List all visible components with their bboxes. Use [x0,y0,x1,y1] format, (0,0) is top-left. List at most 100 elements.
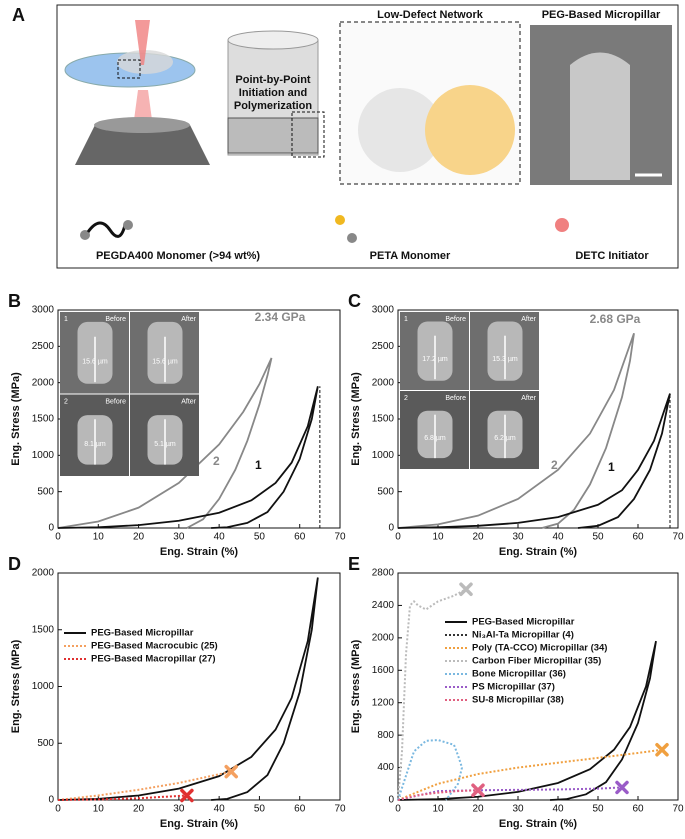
x-tick-label: 30 [173,804,185,815]
x-tick-label: 60 [294,532,306,543]
region [425,85,515,175]
inset-index: 1 [64,316,68,323]
panel-label: D [8,554,21,574]
curve [57,577,319,801]
y-tick-label: 0 [388,795,394,806]
panel-frame [56,4,679,269]
x-tick-label: 50 [592,532,604,543]
x-tick-label: 10 [432,532,444,543]
x-tick-label: 60 [294,804,306,815]
x-tick-label: 70 [334,804,346,815]
region [358,88,442,172]
x-axis-label: Eng. Strain (%) [499,818,578,830]
end-marker [224,764,238,779]
y-tick-label: 800 [377,730,394,741]
plot-frame [57,572,341,801]
x-tick-label: 0 [55,532,61,543]
schematic [64,20,672,243]
y-tick-label: 0 [48,795,54,806]
x-tick-label: 50 [254,532,266,543]
end-marker [615,780,629,795]
x-tick-label: 10 [93,804,105,815]
end-marker [655,742,669,757]
droplet [117,50,173,74]
x-tick-label: 30 [512,532,524,543]
y-axis-label: Eng. Stress (MPa) [350,639,362,733]
y-tick-label: 1000 [32,681,55,692]
x-tick-label: 10 [432,804,444,815]
x-axis-label: Eng. Strain (%) [160,546,239,558]
inset-before: Before [105,316,126,323]
panel-label: B [8,291,21,311]
y-tick-label: 2000 [32,568,55,579]
y-tick-label: 1000 [372,450,395,461]
curve [397,588,467,801]
x-tick-label: 70 [672,804,684,815]
plot-frame [397,572,679,801]
curve-label: 1 [255,458,262,472]
peak-label: 2.68 GPa [590,312,641,326]
inset-before: Before [105,398,126,405]
icon [86,221,127,238]
icon [555,218,569,232]
x-tick-label: 0 [395,804,401,815]
y-tick-label: 500 [37,738,54,749]
y-axis-label: Eng. Stress (MPa) [10,372,22,466]
x-tick-label: 30 [173,532,185,543]
inset-index: 2 [404,395,408,402]
end-marker [471,783,485,798]
panel-label: E [348,554,360,574]
x-tick-label: 50 [254,804,266,815]
step-label: Initiation and [239,87,307,99]
x-tick-label: 60 [632,532,644,543]
monomer-label: PEGDA400 Monomer (>94 wt%) [96,250,260,262]
y-tick-label: 1500 [32,414,55,425]
icon [80,230,90,240]
curve-label: 2 [213,454,220,468]
y-tick-label: 1000 [32,450,55,461]
laser [134,90,152,120]
curve [397,738,464,801]
x-tick-label: 0 [395,532,401,543]
inset-index: 1 [404,316,408,323]
legend-label: SU-8 Micropillar (38) [472,695,564,706]
panel-label: A [12,5,25,25]
x-tick-label: 40 [552,804,564,815]
size-label: 5.1 µm [154,441,176,448]
sem-label: PEG-Based Micropillar [542,9,661,21]
y-tick-label: 500 [37,486,54,497]
x-tick-label: 50 [592,804,604,815]
step-label: Polymerization [234,100,313,112]
size-label: 15.3 µm [492,356,518,363]
size-label: 17.2 µm [422,356,448,363]
inset-before: Before [445,395,466,402]
x-tick-label: 30 [512,804,524,815]
network-band [227,117,319,154]
size-label: 8.1 µm [84,441,106,448]
icon [335,215,345,225]
y-tick-label: 500 [377,486,394,497]
x-tick-label: 20 [133,804,145,815]
legend-label: Poly (TA-CCO) Micropillar (34) [472,643,607,654]
y-tick-label: 0 [48,523,54,534]
curve [57,357,273,529]
legend-label: Bone Micropillar (36) [472,669,566,680]
curve [57,386,319,529]
y-tick-label: 2000 [372,377,395,388]
curve-label: 1 [608,460,615,474]
curve [397,748,663,801]
x-tick-label: 70 [672,532,684,543]
x-tick-label: 40 [552,532,564,543]
pillar [570,52,630,180]
monomer-label: PETA Monomer [370,250,451,262]
y-axis-label: Eng. Stress (MPa) [350,372,362,466]
size-label: 6.2 µm [494,435,516,442]
curve [397,789,479,801]
step-label: Point-by-Point [235,74,310,86]
legend-label: PEG-Based Micropillar [472,617,575,628]
inset-after: After [181,398,196,405]
legend-label: PS Micropillar (37) [472,682,555,693]
cylinder-top [227,30,319,50]
y-axis-label: Eng. Stress (MPa) [10,639,22,733]
x-tick-label: 0 [55,804,61,815]
